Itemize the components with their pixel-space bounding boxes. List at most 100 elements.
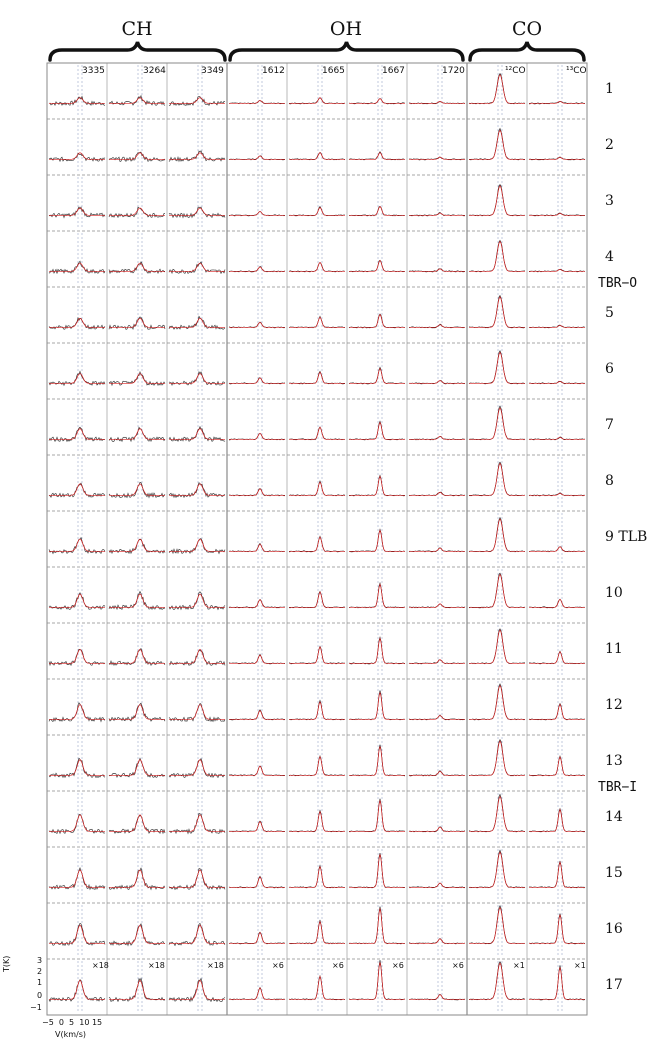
observed-spectrum [348,528,406,553]
observed-spectrum [528,913,586,945]
fit-spectrum [529,213,585,216]
row-label-14: 14 [605,809,623,825]
fit-spectrum [289,645,345,664]
observed-spectrum [108,702,166,722]
observed-spectrum [288,864,345,889]
fit-spectrum [49,97,105,104]
brace-oh [228,41,465,62]
observed-spectrum [348,313,406,329]
fit-spectrum [109,538,165,552]
group-title-oh: OH [329,18,363,40]
fit-spectrum [49,814,105,832]
fit-spectrum [229,155,285,160]
observed-spectrum [229,433,286,441]
observed-spectrum [348,474,406,497]
observed-spectrum [229,765,285,777]
observed-spectrum [228,931,286,945]
line-label-3264: 3264 [143,66,166,76]
fit-spectrum [529,651,585,664]
fit-spectrum [169,979,225,1000]
fit-spectrum [169,152,225,160]
fit-spectrum [469,795,525,832]
fit-spectrum [169,373,225,384]
observed-spectrum [48,757,106,779]
fit-spectrum [529,546,585,552]
fit-spectrum [529,967,585,1000]
fit-spectrum [229,543,285,552]
fit-spectrum [349,205,405,216]
fit-spectrum [109,373,165,384]
brace-co [468,41,586,62]
row-label-8: 8 [605,473,614,489]
observed-spectrum [48,813,106,835]
fit-spectrum [409,380,465,384]
observed-spectrum [48,979,106,1003]
fit-spectrum [49,207,105,216]
fit-spectrum [529,493,585,496]
fit-spectrum [529,437,585,440]
observed-spectrum [288,645,346,665]
row-label-10: 10 [605,585,623,601]
observed-spectrum [168,977,226,1003]
observed-spectrum [48,426,106,443]
y-tick-1: 1 [37,978,43,987]
observed-spectrum [168,425,226,442]
fit-spectrum [49,869,105,888]
fit-spectrum [529,381,585,384]
fit-spectrum [409,882,465,888]
observed-spectrum [288,370,345,385]
fit-spectrum [349,152,405,160]
observed-spectrum [228,653,286,665]
fit-spectrum [409,715,465,720]
fit-spectrum [409,101,465,104]
observed-spectrum [168,812,226,835]
scale-factor-4: ×6 [272,961,284,970]
fit-spectrum [49,593,105,608]
line-label-12co: ¹²CO [505,66,526,76]
observed-spectrum [228,986,286,1001]
observed-spectrum [288,151,346,161]
row-label-13: 13 [605,753,623,769]
fit-spectrum [229,488,285,496]
observed-spectrum [288,919,346,945]
observed-spectrum [528,860,586,889]
fit-spectrum [289,920,345,944]
observed-spectrum [288,974,346,1001]
fit-spectrum [229,377,285,384]
observed-spectrum [168,482,226,499]
line-label-3349: 3349 [201,66,224,76]
observed-spectrum [108,316,166,331]
fit-spectrum [109,979,165,1000]
fit-spectrum [49,924,105,944]
fit-spectrum [469,629,525,664]
fit-spectrum [229,599,285,608]
observed-spectrum [108,923,166,947]
observed-spectrum [288,809,346,833]
fit-spectrum [349,637,405,664]
observed-spectrum [348,259,405,273]
observed-spectrum [168,868,226,891]
observed-spectrum [168,703,226,723]
fit-spectrum [229,100,285,104]
observed-spectrum [348,690,406,721]
fit-spectrum [529,914,585,944]
fit-spectrum [169,814,225,832]
fit-spectrum [529,755,585,776]
fit-spectrum [109,207,165,216]
fit-spectrum [49,428,105,440]
fit-spectrum [469,518,525,552]
scale-factor-7: ×6 [452,961,464,970]
observed-spectrum [168,96,226,107]
fit-spectrum [229,987,285,1000]
line-label-1667: 1667 [382,66,405,76]
fit-spectrum [169,97,225,104]
fit-spectrum [529,703,585,720]
observed-spectrum [348,853,405,889]
observed-spectrum [348,151,406,161]
observed-spectrum [108,151,166,162]
observed-spectrum [289,535,346,553]
fit-spectrum [109,593,165,608]
fit-spectrum [409,324,465,328]
fit-spectrum [289,152,345,160]
fit-spectrum [289,261,345,272]
